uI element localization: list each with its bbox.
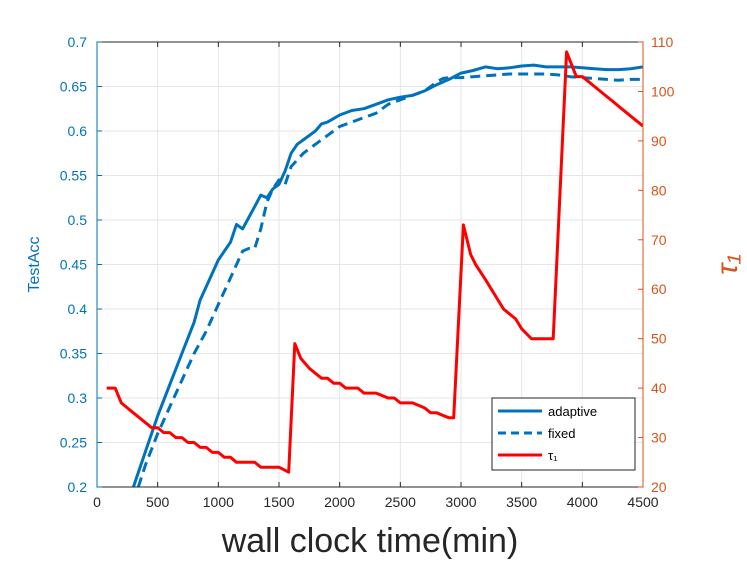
legend-label: τ₁ <box>548 448 558 463</box>
y-left-tick-label: 0.2 <box>68 479 88 495</box>
y-left-tick-label: 0.65 <box>60 79 87 95</box>
x-tick-label: 2500 <box>385 494 416 510</box>
y-right-tick-label: 110 <box>651 34 674 50</box>
series-line-fixed <box>136 72 643 487</box>
y-left-tick-label: 0.35 <box>60 346 87 362</box>
y-left-tick-label: 0.3 <box>68 390 88 406</box>
y-right-tick-label: 30 <box>651 430 667 446</box>
y-axis-right: 20 30 40 50 60 70 80 90 100 110 <box>638 34 675 495</box>
x-tick-label: 500 <box>146 494 170 510</box>
x-tick-label: 0 <box>93 494 101 510</box>
plot-lines <box>106 50 643 487</box>
y-axis-right-label: τ₁ <box>711 254 744 275</box>
y-right-tick-label: 100 <box>651 83 675 99</box>
legend: adaptive fixed τ₁ <box>491 397 636 471</box>
x-tick-label: 2000 <box>324 494 355 510</box>
x-tick-label: 4500 <box>627 494 658 510</box>
y-right-tick-label: 90 <box>651 133 667 149</box>
y-right-tick-label: 80 <box>651 182 667 198</box>
y-right-tick-label: 50 <box>651 331 667 347</box>
y-right-tick-label: 40 <box>651 380 667 396</box>
y-left-tick-label: 0.7 <box>68 34 88 50</box>
y-axis-left: 0.2 0.25 0.3 0.35 0.4 0.45 0.5 0.55 0.6 0.65 0.7 <box>60 34 102 495</box>
x-tick-label: 1500 <box>263 494 294 510</box>
x-axis: 0 500 1000 1500 2000 2500 3000 3500 4000 4500 <box>93 42 659 510</box>
series-line-adaptive <box>131 63 643 487</box>
x-tick-label: 1000 <box>203 494 234 510</box>
y-right-tick-label: 60 <box>651 281 667 297</box>
x-tick-label: 3500 <box>506 494 537 510</box>
x-tick-label: 3000 <box>445 494 476 510</box>
series-line-tau1 <box>106 50 643 474</box>
y-left-tick-label: 0.55 <box>60 168 87 184</box>
y-left-tick-label: 0.6 <box>68 123 88 139</box>
y-right-tick-label: 20 <box>651 479 667 495</box>
y-left-tick-label: 0.4 <box>68 301 88 317</box>
legend-label: adaptive <box>548 404 597 419</box>
y-axis-left-label: TestAcc <box>26 236 43 292</box>
x-axis-label: wall clock time(min) <box>221 522 519 560</box>
legend-label: fixed <box>548 426 575 441</box>
y-left-tick-label: 0.5 <box>68 212 88 228</box>
y-right-tick-label: 70 <box>651 232 667 248</box>
y-left-tick-label: 0.45 <box>60 257 87 273</box>
x-tick-label: 4000 <box>567 494 598 510</box>
y-left-tick-label: 0.25 <box>60 435 87 451</box>
